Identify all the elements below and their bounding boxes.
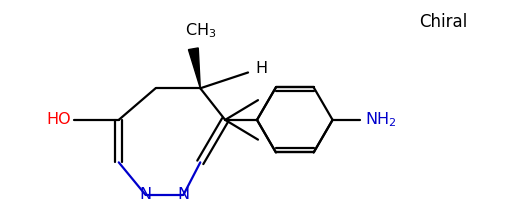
Text: CH$_3$: CH$_3$ [184, 22, 216, 40]
Text: NH$_2$: NH$_2$ [366, 111, 397, 129]
Polygon shape [188, 48, 200, 88]
Text: N: N [177, 187, 189, 202]
Text: HO: HO [47, 112, 71, 127]
Text: N: N [140, 187, 152, 202]
Text: H: H [255, 61, 267, 76]
Text: Chiral: Chiral [419, 13, 467, 31]
